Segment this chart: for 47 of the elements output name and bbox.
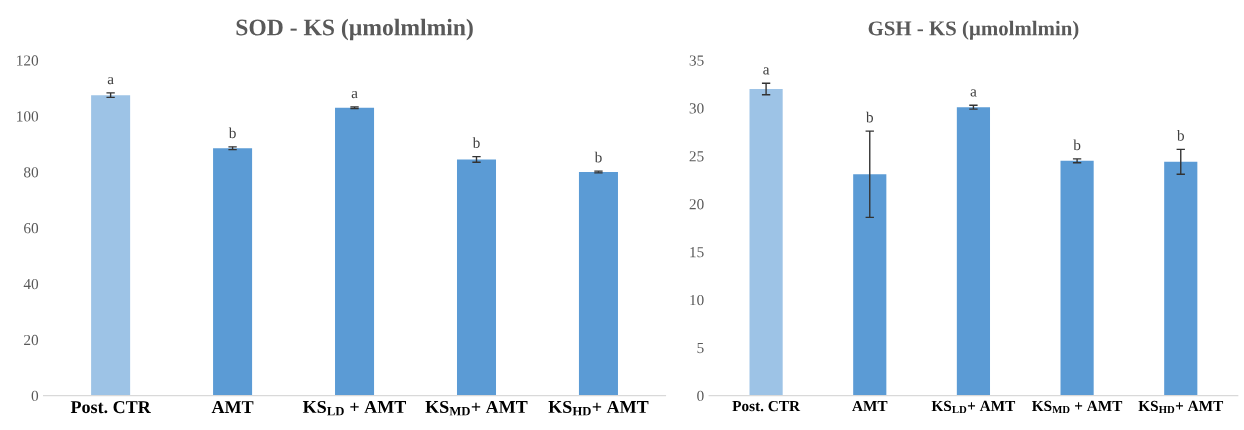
bar <box>853 174 887 396</box>
annotation: b <box>1073 139 1081 151</box>
bar <box>578 172 618 396</box>
x-tick-label: AMT <box>852 400 888 412</box>
y-tick-label: 80 <box>23 167 39 178</box>
y-tick-label: 0 <box>31 390 39 402</box>
y-tick-label: 35 <box>689 55 704 66</box>
annotation: b <box>865 111 873 123</box>
y-tick-label: 25 <box>689 151 704 162</box>
annotation: a <box>351 90 358 99</box>
bar <box>749 88 783 396</box>
x-tick-label: KS$_{LD}$+ AMT <box>931 400 1016 414</box>
y-tick-label: 0 <box>697 390 704 402</box>
annotation: b <box>1176 129 1184 141</box>
bar <box>213 148 253 396</box>
x-tick-label: KS$_{HD}$+ AMT <box>548 400 649 416</box>
bar <box>1060 160 1094 396</box>
y-tick-label: 100 <box>17 111 39 122</box>
y-tick-label: 30 <box>689 103 704 114</box>
x-tick-label: KS$_{HD}$+ AMT <box>1138 400 1224 414</box>
annotation: b <box>472 137 480 148</box>
annotation: a <box>107 76 114 85</box>
y-tick-label: 20 <box>689 199 704 210</box>
bar <box>335 107 375 396</box>
bar <box>456 159 497 396</box>
x-tick-label: KS$_{MD}$ + AMT <box>1031 400 1123 414</box>
y-tick-label: 10 <box>690 294 704 306</box>
y-tick-label: 20 <box>24 334 39 346</box>
chart-title: GSH - KS (µmolmlmin) <box>868 20 1079 40</box>
x-tick-label: Post. CTR <box>70 401 151 414</box>
x-tick-label: KS$_{MD}$+ AMT <box>425 400 528 416</box>
annotation: b <box>228 127 236 139</box>
y-tick-label: 5 <box>697 342 704 354</box>
y-tick-label: 40 <box>23 278 39 290</box>
annotation: a <box>763 67 770 75</box>
x-tick-label: KS$_{LD}$ + AMT <box>302 400 406 416</box>
bar <box>956 107 991 396</box>
annotation: b <box>594 151 602 163</box>
bar <box>1164 161 1198 396</box>
y-tick-label: 15 <box>690 247 704 258</box>
y-tick-label: 60 <box>24 223 39 234</box>
annotation: a <box>970 89 977 97</box>
x-tick-label: Post. CTR <box>732 400 801 412</box>
y-tick-label: 120 <box>17 55 39 66</box>
bar <box>91 95 131 396</box>
chart-title: SOD - KS (µmolmlmin) <box>236 18 473 41</box>
x-tick-label: AMT <box>211 401 254 413</box>
